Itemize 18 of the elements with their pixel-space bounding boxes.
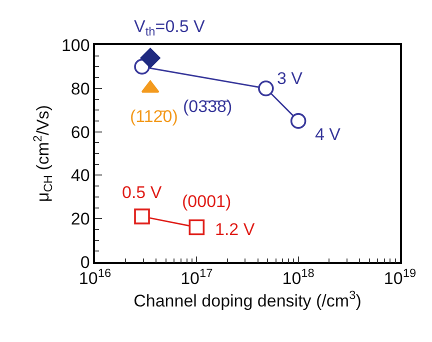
annotation: 3 V — [277, 69, 304, 88]
series-label: (03̄3̄8̄) — [183, 97, 232, 116]
series-label: (0001) — [182, 192, 232, 211]
y-tick-label: 20 — [70, 210, 90, 229]
y-tick-label: 0 — [80, 252, 90, 272]
y-tick-label: 40 — [70, 166, 90, 186]
x-tick-label: 10$^{17}$ — [180, 266, 214, 288]
x-axis-title: Channel doping density (/cm$^{3}$) — [134, 288, 362, 310]
annotation: 0.5 V — [122, 183, 162, 202]
annotation: 1.2 V — [215, 220, 256, 239]
y-tick-label: 100 — [61, 36, 90, 55]
x-tick-label: 10$^{19}$ — [384, 266, 416, 288]
x-tick-label: 10$^{18}$ — [282, 266, 315, 288]
y-tick-label: 60 — [70, 122, 90, 142]
series-label: (112̄0) — [130, 107, 178, 126]
annotation: V$_{th}$=0.5 V — [134, 17, 206, 39]
annotation: 4 V — [315, 125, 342, 144]
y-tick-label: 80 — [70, 79, 90, 98]
